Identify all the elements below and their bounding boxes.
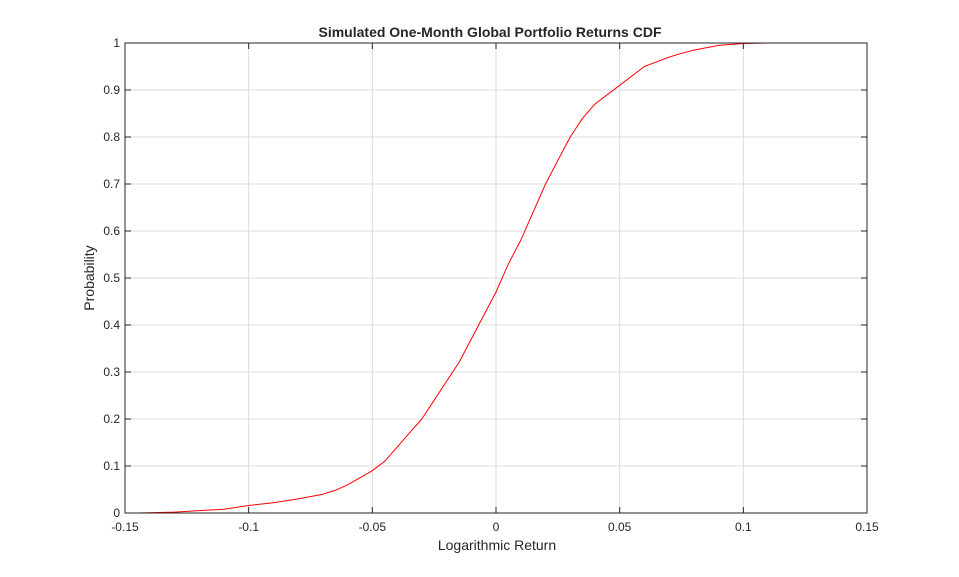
y-tick-label: 0.1 xyxy=(103,459,120,473)
x-tick-label: -0.05 xyxy=(359,520,387,534)
chart-title: Simulated One-Month Global Portfolio Ret… xyxy=(319,24,662,40)
x-tick-label: -0.15 xyxy=(111,520,139,534)
x-tick-label: 0 xyxy=(493,520,500,534)
cdf-series-line xyxy=(137,42,806,514)
x-tick-labels: -0.15 -0.1 -0.05 0 0.05 0.1 0.15 xyxy=(111,520,879,534)
x-axis-label: Logarithmic Return xyxy=(438,537,556,553)
y-tick-label: 1 xyxy=(113,36,120,50)
y-tick-labels: 0 0.1 0.2 0.3 0.4 0.5 0.6 0.7 0.8 0.9 1 xyxy=(103,36,120,520)
y-tick-label: 0.7 xyxy=(103,177,120,191)
y-tick-label: 0.3 xyxy=(103,365,120,379)
tick-marks xyxy=(124,42,868,514)
y-tick-label: 0.6 xyxy=(103,224,120,238)
y-tick-label: 0.4 xyxy=(103,318,120,332)
y-axis-label: Probability xyxy=(81,245,97,310)
data-layer xyxy=(137,42,806,514)
y-tick-label: 0.2 xyxy=(103,412,120,426)
y-tick-label: 0.9 xyxy=(103,83,120,97)
x-tick-label: -0.1 xyxy=(238,520,259,534)
y-tick-label: 0 xyxy=(113,506,120,520)
x-tick-label: 0.15 xyxy=(855,520,879,534)
x-tick-label: 0.1 xyxy=(735,520,752,534)
x-tick-label: 0.05 xyxy=(608,520,632,534)
y-tick-label: 0.8 xyxy=(103,130,120,144)
y-tick-label: 0.5 xyxy=(103,271,120,285)
